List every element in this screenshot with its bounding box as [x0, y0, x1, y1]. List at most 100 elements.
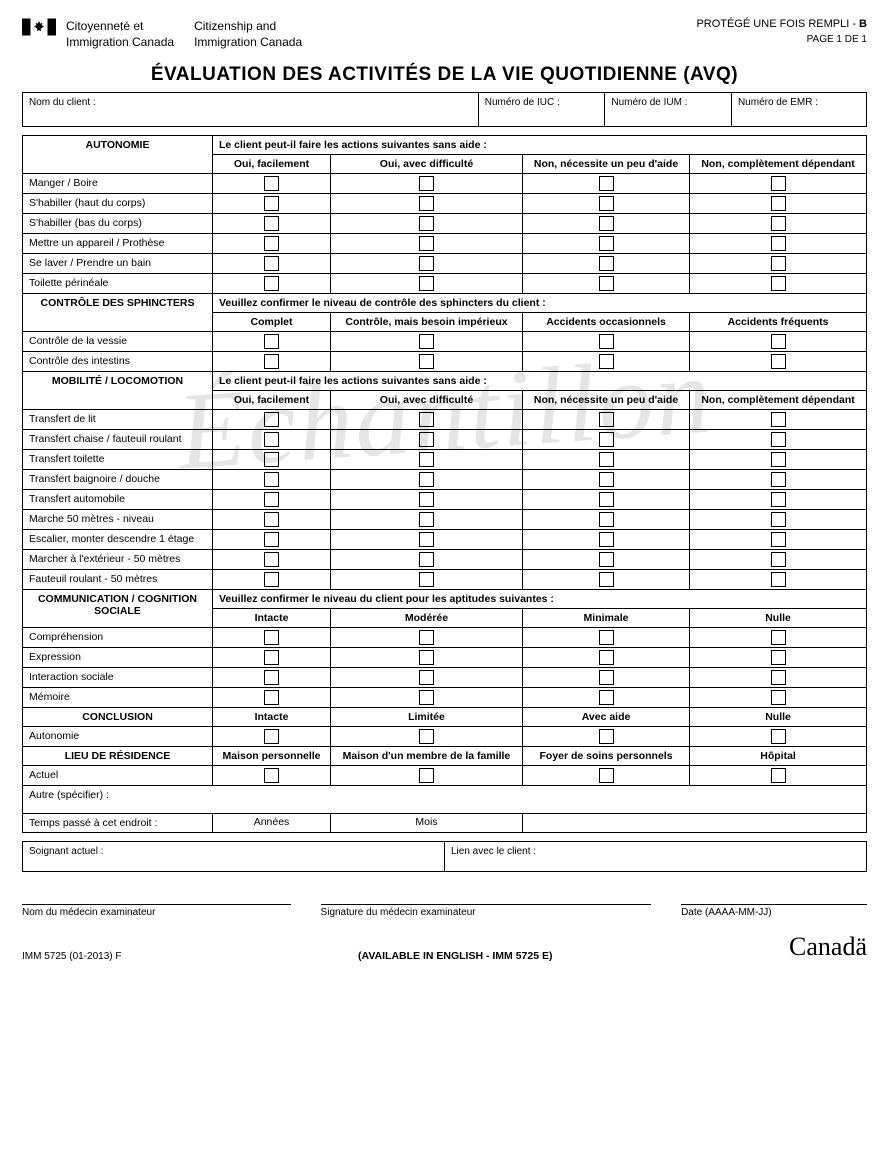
checkbox[interactable]	[599, 216, 614, 231]
checkbox[interactable]	[599, 690, 614, 705]
checkbox[interactable]	[264, 670, 279, 685]
row-label-sphincters-1: Contrôle des intestins	[23, 352, 213, 372]
checkbox[interactable]	[419, 552, 434, 567]
checkbox[interactable]	[771, 512, 786, 527]
checkbox[interactable]	[771, 432, 786, 447]
checkbox[interactable]	[264, 552, 279, 567]
checkbox[interactable]	[264, 354, 279, 369]
checkbox[interactable]	[419, 334, 434, 349]
checkbox[interactable]	[419, 236, 434, 251]
checkbox[interactable]	[419, 354, 434, 369]
checkbox[interactable]	[599, 650, 614, 665]
checkbox[interactable]	[599, 512, 614, 527]
checkbox[interactable]	[419, 432, 434, 447]
checkbox[interactable]	[771, 196, 786, 211]
checkbox[interactable]	[264, 650, 279, 665]
checkbox[interactable]	[599, 334, 614, 349]
cell-mobilite-4-2	[522, 490, 689, 510]
checkbox[interactable]	[419, 768, 434, 783]
checkbox[interactable]	[771, 552, 786, 567]
checkbox[interactable]	[264, 452, 279, 467]
checkbox[interactable]	[264, 472, 279, 487]
checkbox[interactable]	[771, 472, 786, 487]
checkbox[interactable]	[419, 729, 434, 744]
checkbox[interactable]	[771, 690, 786, 705]
checkbox[interactable]	[264, 176, 279, 191]
checkbox[interactable]	[771, 630, 786, 645]
section-question-sphincters: Veuillez confirmer le niveau de contrôle…	[213, 294, 867, 313]
checkbox[interactable]	[771, 334, 786, 349]
checkbox[interactable]	[419, 412, 434, 427]
checkbox[interactable]	[419, 216, 434, 231]
checkbox[interactable]	[419, 630, 434, 645]
checkbox[interactable]	[599, 452, 614, 467]
checkbox[interactable]	[419, 650, 434, 665]
checkbox[interactable]	[599, 432, 614, 447]
checkbox[interactable]	[771, 276, 786, 291]
page-footer: IMM 5725 (01-2013) F (AVAILABLE IN ENGLI…	[22, 932, 867, 962]
checkbox[interactable]	[264, 276, 279, 291]
checkbox[interactable]	[599, 670, 614, 685]
checkbox[interactable]	[264, 334, 279, 349]
checkbox[interactable]	[264, 432, 279, 447]
checkbox[interactable]	[264, 412, 279, 427]
checkbox[interactable]	[771, 452, 786, 467]
checkbox[interactable]	[419, 472, 434, 487]
checkbox[interactable]	[599, 630, 614, 645]
checkbox[interactable]	[599, 729, 614, 744]
checkbox[interactable]	[771, 729, 786, 744]
checkbox[interactable]	[264, 729, 279, 744]
checkbox[interactable]	[264, 216, 279, 231]
checkbox[interactable]	[264, 196, 279, 211]
checkbox[interactable]	[264, 512, 279, 527]
checkbox[interactable]	[264, 768, 279, 783]
checkbox[interactable]	[419, 452, 434, 467]
checkbox[interactable]	[419, 492, 434, 507]
checkbox[interactable]	[264, 630, 279, 645]
checkbox[interactable]	[264, 236, 279, 251]
checkbox[interactable]	[264, 532, 279, 547]
cell-mobilite-0-3	[690, 410, 867, 430]
checkbox[interactable]	[599, 472, 614, 487]
cell-mobilite-2-0	[213, 450, 331, 470]
checkbox[interactable]	[419, 512, 434, 527]
checkbox[interactable]	[599, 492, 614, 507]
checkbox[interactable]	[599, 276, 614, 291]
checkbox[interactable]	[771, 412, 786, 427]
checkbox[interactable]	[599, 572, 614, 587]
checkbox[interactable]	[599, 196, 614, 211]
checkbox[interactable]	[771, 216, 786, 231]
checkbox[interactable]	[264, 572, 279, 587]
checkbox[interactable]	[419, 196, 434, 211]
checkbox[interactable]	[771, 670, 786, 685]
checkbox[interactable]	[264, 690, 279, 705]
checkbox[interactable]	[771, 768, 786, 783]
checkbox[interactable]	[264, 492, 279, 507]
checkbox[interactable]	[771, 256, 786, 271]
checkbox[interactable]	[419, 690, 434, 705]
checkbox[interactable]	[599, 256, 614, 271]
checkbox[interactable]	[599, 768, 614, 783]
checkbox[interactable]	[264, 256, 279, 271]
checkbox[interactable]	[599, 552, 614, 567]
checkbox[interactable]	[599, 354, 614, 369]
checkbox[interactable]	[771, 532, 786, 547]
checkbox[interactable]	[771, 354, 786, 369]
checkbox[interactable]	[771, 236, 786, 251]
checkbox[interactable]	[771, 650, 786, 665]
checkbox[interactable]	[419, 532, 434, 547]
cell-mobilite-7-3	[690, 550, 867, 570]
cell-mobilite-8-3	[690, 570, 867, 590]
checkbox[interactable]	[419, 276, 434, 291]
checkbox[interactable]	[599, 412, 614, 427]
checkbox[interactable]	[771, 492, 786, 507]
checkbox[interactable]	[599, 532, 614, 547]
checkbox[interactable]	[771, 176, 786, 191]
checkbox[interactable]	[599, 176, 614, 191]
checkbox[interactable]	[771, 572, 786, 587]
checkbox[interactable]	[419, 176, 434, 191]
checkbox[interactable]	[419, 256, 434, 271]
checkbox[interactable]	[419, 572, 434, 587]
checkbox[interactable]	[419, 670, 434, 685]
checkbox[interactable]	[599, 236, 614, 251]
